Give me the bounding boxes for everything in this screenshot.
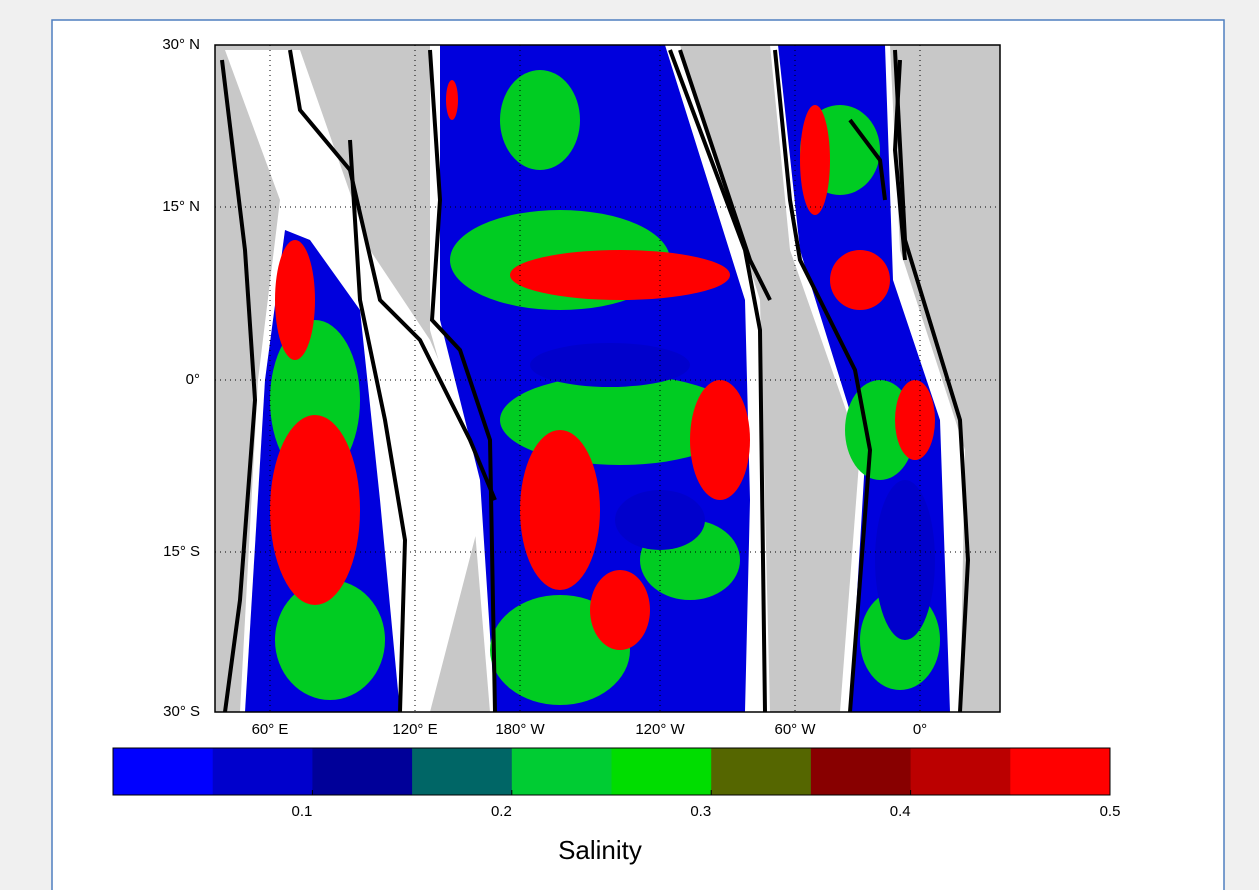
lon-label: 60° E [252,721,289,738]
lat-label: 30° N [162,36,200,53]
colorbar-tick-label: 0.4 [890,803,911,820]
lat-label: 15° N [162,198,200,215]
colorbar-segment [412,748,513,795]
colorbar-segment [113,748,214,795]
colorbar-frame [112,747,1111,796]
lon-label: 60° W [774,721,816,738]
lat-label: 30° S [163,703,200,720]
colorbar-segment [810,748,912,795]
colorbar-segment [312,748,413,795]
lat-label: 0° [186,371,200,388]
axis-labels: 30° N 15° N 0° 15° S 30° S 60° E 120° E 180° W 1… [162,36,1000,738]
colorbar-segment [711,748,812,795]
colorbar-title: Salinity [558,835,642,865]
lat-label: 15° S [163,543,200,560]
colorbar-tick-label: 0.5 [1100,803,1121,820]
lon-label: 180° W [495,721,545,738]
map [214,44,1001,713]
colorbar: 0.1 0.2 0.3 0.4 0.5 [112,747,1121,820]
colorbar-segment [910,748,1011,795]
colorbar-segment [611,748,712,795]
patches-red [270,80,935,650]
map-frame [214,44,1001,713]
colorbar-tick-label: 0.1 [292,803,313,820]
lon-label: 120° E [392,721,437,738]
lon-label: 120° W [635,721,685,738]
colorbar-segment [511,748,612,795]
colorbar-segment [212,748,313,795]
coastline [220,49,971,713]
colorbar-tick-label: 0.2 [491,803,512,820]
colorbar-segment [1010,748,1111,795]
lon-label: 0° [913,721,927,738]
colorbar-tick-label: 0.3 [690,803,711,820]
